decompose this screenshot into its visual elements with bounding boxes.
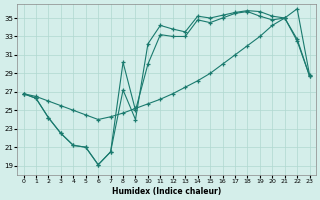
X-axis label: Humidex (Indice chaleur): Humidex (Indice chaleur) [112,187,221,196]
